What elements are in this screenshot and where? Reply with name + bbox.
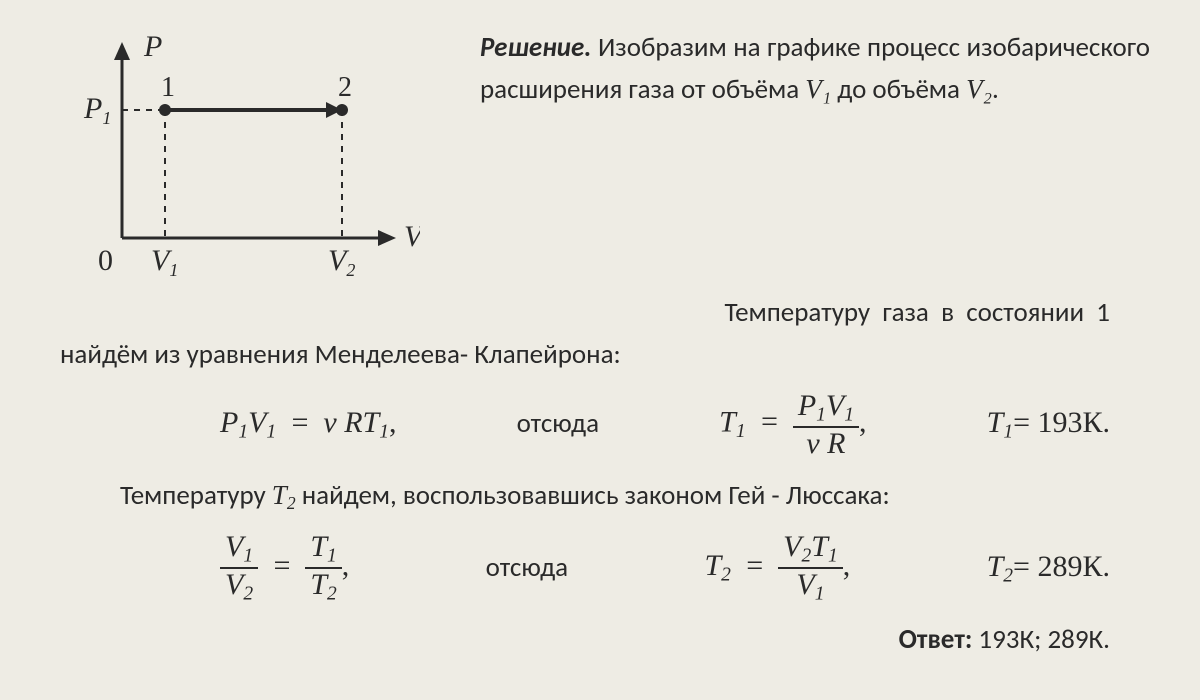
eq1-center: T1 = P1V1ν R, <box>719 390 866 459</box>
equation-row-1: P1V1 = ν RT1, отсюда T1 = P1V1ν R, T1= 1… <box>60 390 1150 459</box>
eq1-left: P1V1 = ν RT1, <box>220 405 397 444</box>
eq1-result: T1= 193К. <box>987 405 1110 444</box>
solution-heading: Решение. <box>480 31 592 64</box>
top-row: P V 0 1 2 P1 V1 V2 Решение. Изобразим на график… <box>60 28 1150 288</box>
line-gaylussac: Температуру T2 найдем, воспользовавшись … <box>60 475 1150 517</box>
answer-label: Ответ: <box>899 623 973 656</box>
pv-graph: P V 0 1 2 P1 V1 V2 <box>60 28 420 288</box>
sym-t2: T2 <box>272 480 296 510</box>
intro-text-mid: до объёма <box>831 73 966 106</box>
svg-text:P1: P1 <box>83 92 111 128</box>
answer-line: Ответ: 193К; 289К. <box>60 623 1150 656</box>
line-temp1-text: Температуру газа в состоянии 1 <box>724 296 1110 329</box>
svg-text:1: 1 <box>161 72 175 103</box>
eq1-word: отсюда <box>517 408 599 440</box>
eq2-center: T2 = V2T1V1, <box>704 531 850 605</box>
answer-text: 193К; 289К. <box>972 623 1110 656</box>
sym-v1: V₁ <box>805 74 831 104</box>
svg-text:V: V <box>404 220 420 253</box>
eq2-result: T2= 289К. <box>987 549 1110 588</box>
line2-post: найдем, воспользовавшись законом Гей - Л… <box>296 479 890 512</box>
intro-text-end: . <box>992 73 999 106</box>
eq2-word: отсюда <box>486 552 568 584</box>
svg-text:P: P <box>143 30 162 63</box>
line2-pre: Температуру <box>120 479 272 512</box>
eq2-left: V1V2 = T1T2, <box>220 531 349 605</box>
equation-row-2: V1V2 = T1T2, отсюда T2 = V2T1V1, T2= 289… <box>60 531 1150 605</box>
solution-intro: Решение. Изобразим на графике процесс из… <box>480 28 1150 110</box>
svg-text:2: 2 <box>338 72 352 103</box>
svg-text:V2: V2 <box>328 244 355 280</box>
line-mendeleev: найдём из уравнения Менделеева- Клапейро… <box>60 334 1150 376</box>
sym-v2: V₂ <box>966 74 992 104</box>
page: P V 0 1 2 P1 V1 V2 Решение. Изобразим на график… <box>0 0 1200 700</box>
svg-text:V1: V1 <box>151 244 178 280</box>
line-temp1: Температуру газа в состоянии 1 <box>60 292 1150 334</box>
svg-text:0: 0 <box>98 244 113 277</box>
